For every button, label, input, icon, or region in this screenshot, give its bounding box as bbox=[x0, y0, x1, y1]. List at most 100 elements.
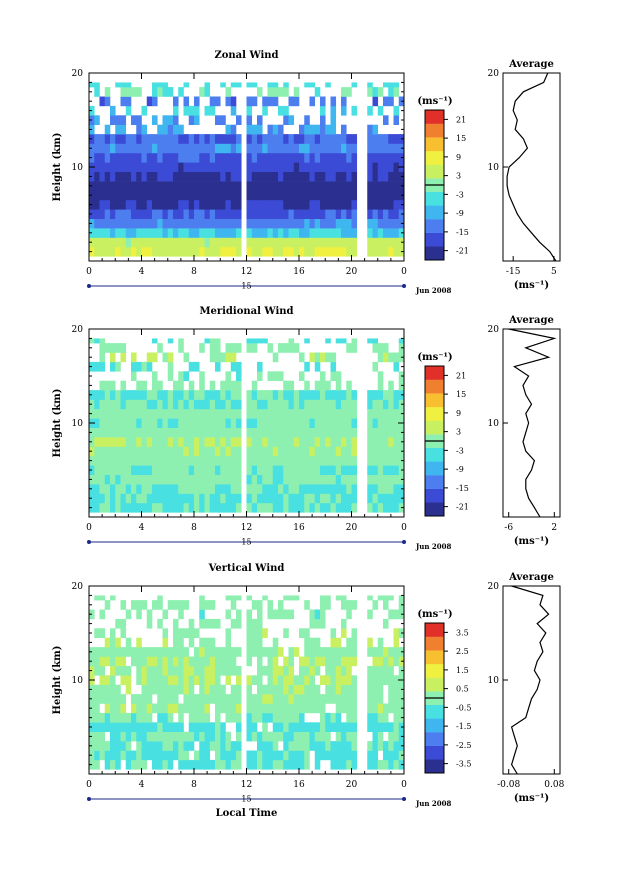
heatmap-cell bbox=[325, 162, 331, 172]
heatmap-cell bbox=[188, 115, 195, 125]
heatmap-cell bbox=[257, 484, 263, 494]
heatmap-cell bbox=[267, 647, 274, 657]
heatmap-cell bbox=[152, 437, 158, 447]
heatmap-cell bbox=[346, 181, 352, 191]
heatmap-cell bbox=[94, 418, 100, 428]
heatmap-cell bbox=[351, 684, 358, 695]
heatmap-cell bbox=[330, 684, 337, 695]
heatmap-cell bbox=[272, 427, 279, 438]
heatmap-cell bbox=[325, 731, 331, 742]
heatmap-cell bbox=[125, 143, 132, 154]
heatmap-cell bbox=[157, 246, 163, 257]
heatmap-cell bbox=[131, 361, 137, 372]
heatmap-cell bbox=[388, 87, 394, 97]
heatmap-cell bbox=[293, 418, 300, 428]
heatmap-cell bbox=[330, 750, 337, 761]
heatmap-cell bbox=[372, 731, 379, 742]
heatmap-cell bbox=[94, 390, 100, 400]
heatmap-cell bbox=[299, 484, 305, 494]
date-month-label: Jun 2008 bbox=[415, 799, 452, 808]
heatmap-cell bbox=[314, 408, 321, 419]
heatmap-cell bbox=[136, 502, 142, 513]
heatmap-cell bbox=[99, 343, 106, 353]
heatmap-cell bbox=[173, 750, 179, 761]
heatmap-cell bbox=[351, 199, 358, 210]
heatmap-cell bbox=[199, 390, 205, 400]
heatmap-cell bbox=[377, 408, 384, 419]
heatmap-cell bbox=[372, 134, 379, 144]
heatmap-cell bbox=[146, 731, 153, 742]
heatmap-cell bbox=[236, 399, 242, 410]
colorbar-segment bbox=[425, 623, 444, 637]
heatmap-cell bbox=[372, 455, 379, 466]
heatmap-cell bbox=[99, 134, 106, 144]
heatmap-cell bbox=[377, 455, 384, 466]
heatmap-cell bbox=[136, 759, 142, 770]
heatmap-cell bbox=[367, 694, 373, 704]
x-tick-label: 4 bbox=[139, 523, 145, 533]
heatmap-cell bbox=[283, 418, 289, 428]
heatmap-cell bbox=[351, 246, 358, 257]
heatmap-cell bbox=[377, 712, 384, 723]
heatmap-cell bbox=[115, 484, 121, 494]
heatmap-cell bbox=[283, 656, 289, 667]
heatmap-cell bbox=[152, 352, 158, 363]
heatmap-cell bbox=[288, 96, 295, 107]
heatmap-cell bbox=[393, 399, 400, 410]
heatmap-cell bbox=[225, 590, 232, 601]
heatmap-cell bbox=[131, 209, 137, 219]
heatmap-cell bbox=[178, 87, 184, 97]
heatmap-cell bbox=[136, 115, 142, 125]
heatmap-cell bbox=[152, 380, 158, 391]
heatmap-cell bbox=[246, 408, 253, 419]
heatmap-cell bbox=[246, 493, 253, 504]
heatmap-cell bbox=[178, 408, 184, 419]
heatmap-cell bbox=[162, 152, 169, 163]
heatmap-cell bbox=[293, 408, 300, 419]
colorbar-label: 9 bbox=[456, 153, 461, 162]
heatmap-cell bbox=[194, 115, 200, 125]
heatmap-cell bbox=[220, 115, 226, 125]
x-tick-label: 0 bbox=[86, 267, 92, 277]
heatmap-cell bbox=[330, 493, 337, 504]
heatmap-cell bbox=[120, 722, 127, 732]
heatmap-cell bbox=[110, 712, 116, 723]
heatmap-cell bbox=[152, 77, 158, 88]
heatmap-cell bbox=[372, 694, 379, 704]
heatmap-cell bbox=[335, 741, 342, 751]
heatmap-cell bbox=[236, 408, 242, 419]
heatmap-cell bbox=[146, 361, 153, 372]
heatmap-cell bbox=[215, 427, 221, 438]
heatmap-cell bbox=[162, 181, 169, 191]
heatmap-cell bbox=[167, 390, 174, 400]
heatmap-cell bbox=[346, 750, 352, 761]
heatmap-cell bbox=[209, 731, 216, 742]
heatmap-cell bbox=[393, 465, 400, 475]
heatmap-cell bbox=[230, 408, 237, 419]
colorbar-segment bbox=[425, 704, 444, 719]
heatmap-cell bbox=[309, 218, 316, 229]
heatmap-cell bbox=[283, 246, 289, 257]
heatmap-cell bbox=[199, 427, 205, 438]
heatmap-cell bbox=[288, 237, 295, 248]
heatmap-cell bbox=[372, 181, 379, 191]
heatmap-cell bbox=[335, 684, 342, 695]
heatmap-cell bbox=[94, 741, 100, 751]
heatmap-cell bbox=[167, 484, 174, 494]
heatmap-cell bbox=[173, 162, 179, 172]
heatmap-cell bbox=[372, 437, 379, 447]
heatmap-cell bbox=[267, 408, 274, 419]
heatmap-cell bbox=[183, 703, 190, 714]
heatmap-cell bbox=[146, 352, 153, 363]
heatmap-cell bbox=[230, 162, 237, 172]
colorbar-segment bbox=[425, 636, 444, 651]
heatmap-cell bbox=[173, 722, 179, 732]
heatmap-cell bbox=[293, 190, 300, 201]
heatmap-cell bbox=[183, 455, 190, 466]
heatmap-cell bbox=[393, 750, 400, 761]
heatmap-cell bbox=[246, 484, 253, 494]
heatmap-cell bbox=[272, 446, 279, 457]
heatmap-cell bbox=[314, 237, 321, 248]
heatmap-cell bbox=[383, 418, 389, 428]
heatmap-cell bbox=[220, 418, 226, 428]
